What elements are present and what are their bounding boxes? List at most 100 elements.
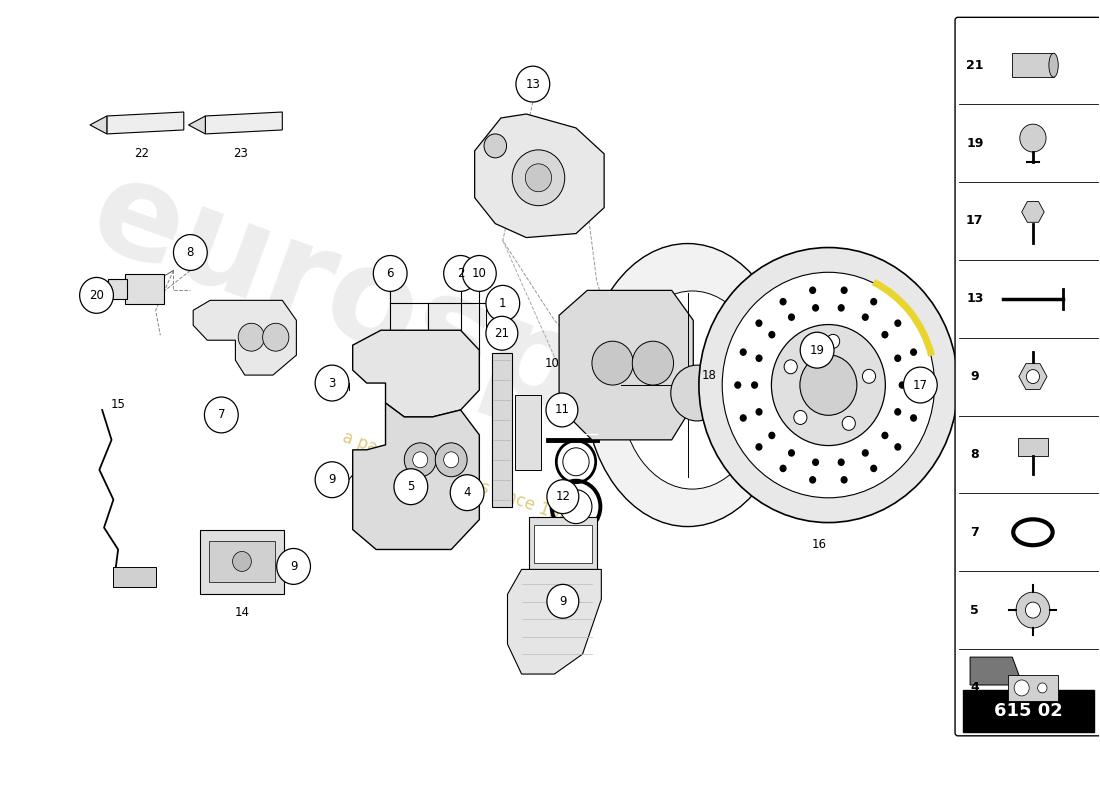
Text: 20: 20 xyxy=(89,289,104,302)
Circle shape xyxy=(739,348,747,356)
Polygon shape xyxy=(507,570,602,674)
Circle shape xyxy=(780,298,786,306)
Ellipse shape xyxy=(584,243,791,526)
Circle shape xyxy=(768,331,776,338)
Circle shape xyxy=(800,354,857,415)
Text: eurospares: eurospares xyxy=(75,148,903,553)
Text: 10: 10 xyxy=(546,357,560,370)
Circle shape xyxy=(756,443,762,450)
Text: 13: 13 xyxy=(526,78,540,90)
Polygon shape xyxy=(107,112,184,134)
Ellipse shape xyxy=(560,490,592,523)
Circle shape xyxy=(405,443,437,477)
Circle shape xyxy=(780,465,786,472)
Circle shape xyxy=(894,319,901,327)
Text: 8: 8 xyxy=(187,246,194,259)
Circle shape xyxy=(698,247,958,522)
Circle shape xyxy=(232,551,251,571)
Circle shape xyxy=(412,452,428,468)
Circle shape xyxy=(756,408,762,416)
Text: 2: 2 xyxy=(456,267,464,280)
Circle shape xyxy=(812,304,820,312)
Text: 8: 8 xyxy=(970,448,979,461)
Bar xyxy=(1008,675,1058,701)
Circle shape xyxy=(394,469,428,505)
Circle shape xyxy=(881,432,889,439)
Circle shape xyxy=(800,332,834,368)
Circle shape xyxy=(174,234,207,270)
Text: 5: 5 xyxy=(970,604,979,617)
Circle shape xyxy=(861,314,869,321)
Polygon shape xyxy=(90,116,107,134)
Circle shape xyxy=(443,255,477,291)
Circle shape xyxy=(1025,602,1041,618)
Circle shape xyxy=(794,410,807,425)
Circle shape xyxy=(837,458,845,466)
Circle shape xyxy=(826,334,839,348)
Circle shape xyxy=(632,342,673,385)
Bar xyxy=(534,525,592,563)
Polygon shape xyxy=(970,657,1023,685)
Circle shape xyxy=(1014,680,1030,696)
Circle shape xyxy=(486,316,518,350)
Circle shape xyxy=(1037,683,1047,693)
Polygon shape xyxy=(492,353,513,506)
Polygon shape xyxy=(353,403,480,550)
Bar xyxy=(962,690,1093,732)
Text: 4: 4 xyxy=(970,682,979,694)
Circle shape xyxy=(1026,370,1039,383)
Circle shape xyxy=(870,465,878,472)
Circle shape xyxy=(840,286,848,294)
Circle shape xyxy=(751,382,758,389)
Circle shape xyxy=(810,286,816,294)
Bar xyxy=(108,279,126,299)
Circle shape xyxy=(547,584,579,618)
Circle shape xyxy=(903,367,937,403)
Text: 21: 21 xyxy=(966,58,983,72)
Ellipse shape xyxy=(1049,54,1058,77)
Circle shape xyxy=(810,476,816,484)
Circle shape xyxy=(484,134,507,158)
Text: 11: 11 xyxy=(554,403,570,417)
Circle shape xyxy=(739,414,747,422)
Polygon shape xyxy=(1019,364,1047,390)
Circle shape xyxy=(277,549,310,584)
Circle shape xyxy=(443,452,459,468)
Circle shape xyxy=(784,360,798,374)
Circle shape xyxy=(450,474,484,510)
Circle shape xyxy=(723,272,935,498)
Circle shape xyxy=(881,331,889,338)
Polygon shape xyxy=(194,300,296,375)
Circle shape xyxy=(205,397,239,433)
Text: 10: 10 xyxy=(472,267,487,280)
Text: 615 02: 615 02 xyxy=(994,702,1063,720)
Circle shape xyxy=(894,408,901,416)
Ellipse shape xyxy=(563,448,590,476)
Circle shape xyxy=(771,325,886,446)
Bar xyxy=(1018,438,1048,457)
Circle shape xyxy=(513,150,564,206)
Circle shape xyxy=(894,443,901,450)
Circle shape xyxy=(837,304,845,312)
Circle shape xyxy=(788,314,795,321)
Circle shape xyxy=(526,164,551,192)
Circle shape xyxy=(373,255,407,291)
Text: 22: 22 xyxy=(134,147,150,160)
Circle shape xyxy=(462,255,496,291)
Text: 3: 3 xyxy=(572,545,580,558)
Circle shape xyxy=(592,342,634,385)
Text: a passion for parts since 1985: a passion for parts since 1985 xyxy=(340,428,582,531)
Circle shape xyxy=(315,462,349,498)
Text: 19: 19 xyxy=(966,137,983,150)
Circle shape xyxy=(486,286,519,322)
Text: 1: 1 xyxy=(499,297,507,310)
Text: 12: 12 xyxy=(556,490,571,503)
Circle shape xyxy=(239,323,264,351)
Circle shape xyxy=(734,382,741,389)
Circle shape xyxy=(894,354,901,362)
Text: 9: 9 xyxy=(559,594,566,608)
Bar xyxy=(515,395,541,470)
Circle shape xyxy=(671,365,724,421)
Text: 19: 19 xyxy=(810,344,825,357)
Circle shape xyxy=(915,382,923,389)
